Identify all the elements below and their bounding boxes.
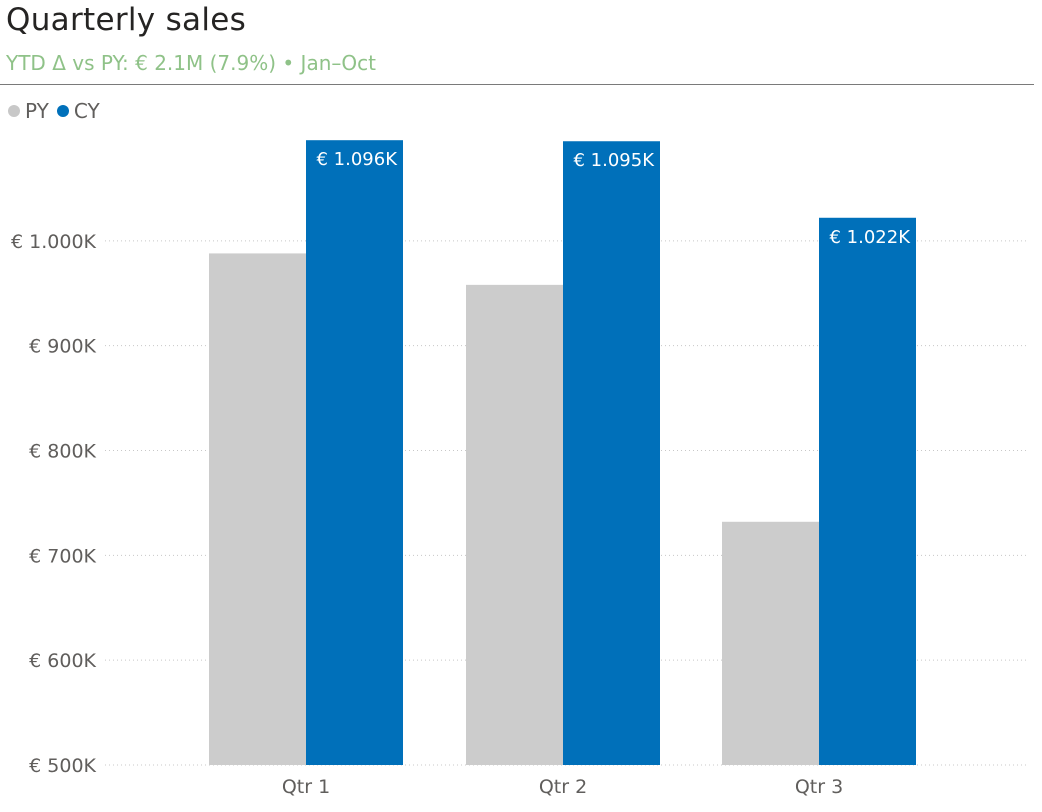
y-tick-label: € 1.000K bbox=[11, 231, 97, 253]
y-tick-label: € 800K bbox=[29, 441, 96, 463]
bar-cy-3[interactable] bbox=[819, 217, 916, 765]
legend-label-py: PY bbox=[25, 99, 49, 123]
chart-title: Quarterly sales bbox=[6, 2, 247, 38]
cy-dot-icon bbox=[56, 105, 69, 117]
legend: PY CY bbox=[8, 99, 108, 123]
bar-py-1[interactable] bbox=[209, 253, 306, 765]
y-tick-label: € 900K bbox=[29, 336, 96, 358]
bar-cy-1[interactable] bbox=[306, 140, 403, 765]
bar-py-2[interactable] bbox=[466, 284, 563, 765]
legend-label-cy: CY bbox=[73, 99, 100, 123]
legend-item-py[interactable]: PY bbox=[8, 99, 49, 123]
y-tick-label: € 500K bbox=[29, 755, 96, 777]
bar-cy-2[interactable] bbox=[563, 141, 660, 765]
chart-subtitle: YTD Δ vs PY: € 2.1M (7.9%) • Jan–Oct bbox=[6, 51, 376, 75]
x-tick-label: Qtr 1 bbox=[282, 776, 330, 798]
header-divider bbox=[0, 84, 1034, 85]
data-label-cy-1: € 1.096K bbox=[316, 149, 398, 170]
y-tick-label: € 700K bbox=[29, 545, 96, 567]
bar-py-3[interactable] bbox=[722, 521, 819, 765]
legend-item-cy[interactable]: CY bbox=[56, 99, 100, 123]
x-tick-label: Qtr 3 bbox=[795, 776, 843, 798]
data-label-cy-2: € 1.095K bbox=[573, 150, 655, 171]
x-tick-label: Qtr 2 bbox=[539, 776, 587, 798]
py-dot-icon bbox=[8, 105, 20, 117]
data-label-cy-3: € 1.022K bbox=[829, 227, 911, 248]
y-tick-label: € 600K bbox=[29, 650, 96, 672]
